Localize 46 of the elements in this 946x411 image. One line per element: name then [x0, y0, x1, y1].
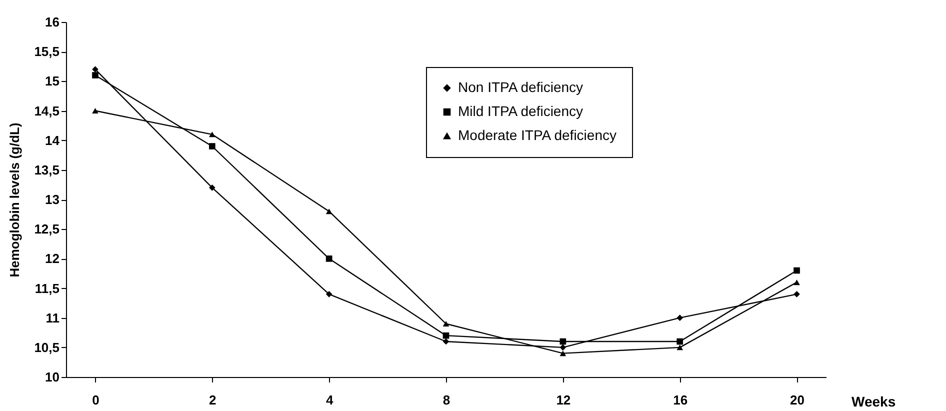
- y-tick-label: 13: [45, 192, 60, 207]
- point: [208, 184, 216, 191]
- point: [208, 143, 216, 150]
- point: [208, 132, 216, 138]
- point: [560, 350, 566, 356]
- y-tick-label: 11: [46, 310, 60, 326]
- y-tick-label: 15: [45, 74, 60, 89]
- y-tick-label: 12,5: [34, 222, 60, 237]
- point: [794, 291, 800, 298]
- x-tick-label: 4: [326, 392, 334, 408]
- y-tick-label: 13,5: [34, 162, 60, 178]
- point: [326, 291, 332, 298]
- y-axis-title: Hemoglobin levels (g/dL): [7, 122, 22, 278]
- point: [560, 344, 566, 351]
- y-tick-label: 16: [45, 14, 60, 30]
- x-tick-label: 0: [92, 392, 100, 408]
- y-tick-label: 10,5: [34, 340, 60, 355]
- point: [794, 267, 800, 274]
- point: [442, 321, 450, 326]
- x-tick-label: 16: [673, 392, 688, 408]
- y-tick-label: 15,5: [34, 44, 60, 60]
- y-tick-label: 11,5: [34, 280, 60, 296]
- x-tick-label: 12: [556, 392, 571, 408]
- x-axis-title: Weeks: [852, 394, 896, 410]
- x-tick-label: 8: [442, 392, 450, 408]
- x-tick-label: 20: [790, 392, 805, 408]
- point: [92, 72, 98, 78]
- point: [92, 66, 98, 72]
- y-tick-label: 10: [45, 370, 60, 384]
- legend-label: Mild ITPA deficiency: [458, 103, 584, 119]
- point: [676, 344, 684, 350]
- point: [676, 338, 684, 345]
- y-tick-label: 14: [45, 132, 60, 148]
- point: [560, 338, 566, 345]
- y-tick-label: 12: [45, 251, 60, 266]
- point: [92, 108, 98, 114]
- legend-label: Non ITPA deficiency: [458, 79, 584, 95]
- point: [326, 256, 332, 262]
- x-tick-label: 2: [209, 392, 216, 408]
- point: [442, 338, 450, 345]
- point: [676, 314, 684, 321]
- point: [326, 208, 332, 214]
- y-tick-label: 14,5: [34, 103, 60, 118]
- legend-label: Moderate ITPA deficiency: [458, 127, 616, 143]
- point: [794, 280, 800, 286]
- point: [442, 332, 450, 339]
